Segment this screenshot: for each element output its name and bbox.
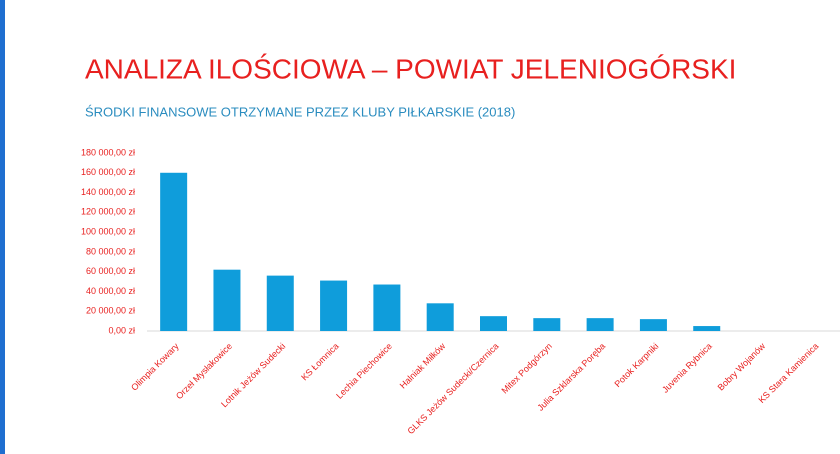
x-tick-label: Bobry Wojanów: [716, 341, 768, 393]
y-tick-label: 20 000,00 zł: [86, 306, 135, 316]
bar: [533, 318, 561, 331]
bar: [480, 316, 507, 331]
x-tick-label: Olimpia Kowary: [129, 341, 181, 393]
bar: [160, 172, 188, 331]
x-tick-label: Juvenia Rybnica: [660, 341, 714, 395]
x-tick-label: Mitex Podgórzyn: [499, 341, 553, 395]
bar: [266, 275, 294, 331]
bar: [693, 326, 721, 331]
bar: [426, 303, 454, 331]
bar: [320, 280, 348, 331]
y-tick-label: 180 000,00 zł: [81, 147, 135, 157]
y-tick-label: 120 000,00 zł: [81, 207, 135, 217]
x-tick-label: Orzeł Mysłakowice: [174, 341, 234, 401]
slide-edge: [0, 0, 5, 454]
x-tick-label: Lechia Piechowice: [334, 341, 394, 401]
x-tick-label: Halniak Miłków: [398, 341, 448, 391]
y-tick-label: 80 000,00 zł: [86, 246, 135, 256]
bar: [213, 269, 241, 331]
bar: [586, 318, 614, 331]
bar: [639, 319, 667, 331]
y-tick-label: 40 000,00 zł: [86, 286, 135, 296]
x-tick-label: KS Łomnica: [299, 341, 340, 382]
y-tick-label: 60 000,00 zł: [86, 266, 135, 276]
x-tick-label: GLKS Jeżów Sudecki/Czernica: [405, 341, 500, 436]
y-tick-label: 0,00 zł: [108, 325, 135, 335]
y-tick-label: 140 000,00 zł: [81, 187, 135, 197]
bar: [373, 284, 401, 331]
y-tick-label: 160 000,00 zł: [81, 167, 135, 177]
y-tick-label: 100 000,00 zł: [81, 226, 135, 236]
x-tick-label: KS Stara Kamienica: [756, 341, 820, 405]
x-tick-label: Potok Karpniki: [612, 341, 660, 389]
chart-subtitle: ŚRODKI FINANSOWE OTRZYMANE PRZEZ KLUBY P…: [85, 104, 515, 119]
chart-title: ANALIZA ILOŚCIOWA – POWIAT JELENIOGÓRSKI: [85, 52, 736, 84]
